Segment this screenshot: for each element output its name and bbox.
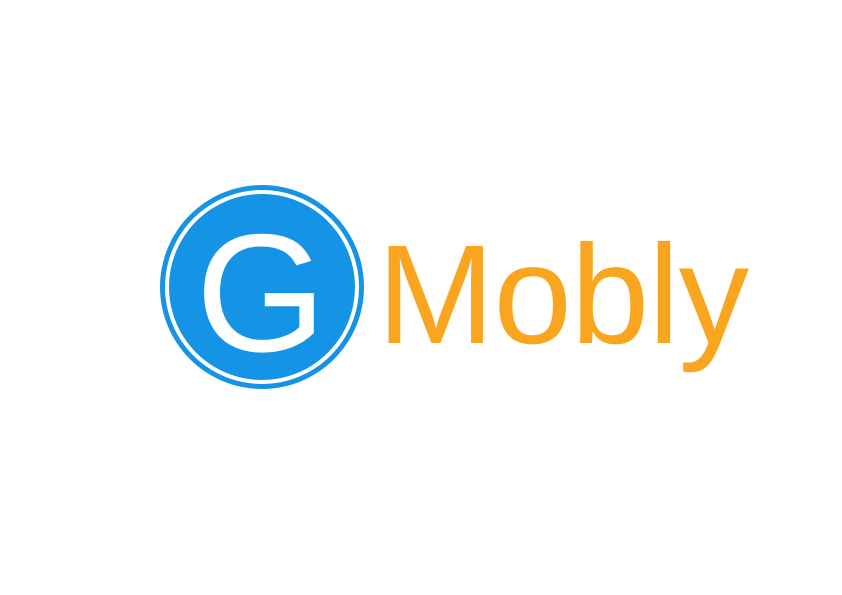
- logo-wordmark: Mobly: [377, 215, 749, 373]
- logo-inner-circle: [169, 194, 355, 380]
- g-circle-icon: G: [160, 185, 364, 389]
- logo-letter: G: [196, 199, 327, 387]
